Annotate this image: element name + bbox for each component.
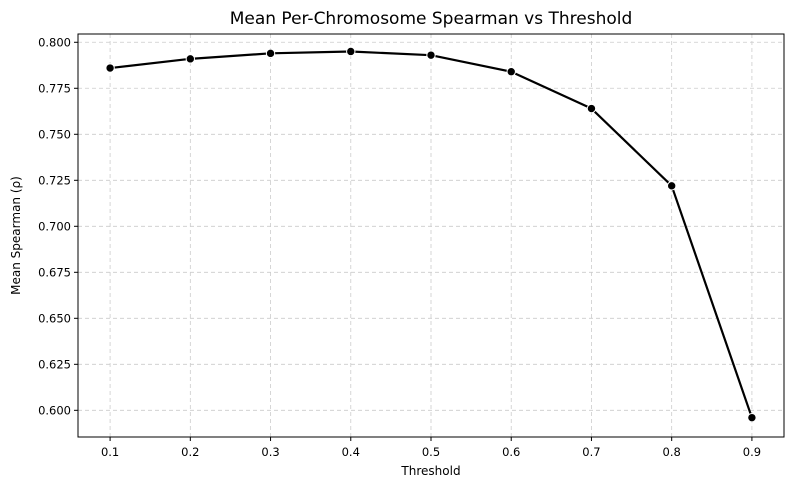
y-tick-label: 0.675	[38, 265, 71, 279]
data-point	[105, 63, 115, 73]
x-tick-label: 0.6	[502, 445, 520, 459]
x-tick-label: 0.7	[582, 445, 600, 459]
y-axis-label: Mean Spearman (ρ)	[9, 176, 23, 295]
x-tick-label: 0.1	[101, 445, 119, 459]
data-point	[426, 50, 436, 60]
x-tick-label: 0.4	[342, 445, 360, 459]
y-tick-label: 0.725	[38, 173, 71, 187]
data-point	[346, 46, 356, 57]
x-axis-label: Threshold	[400, 464, 460, 478]
grid	[78, 34, 784, 437]
y-tick-label: 0.625	[38, 357, 71, 371]
x-tick-label: 0.2	[181, 445, 199, 459]
data-point	[586, 103, 597, 114]
data-point	[747, 412, 757, 423]
data-point	[666, 181, 677, 191]
y-tick-label: 0.700	[38, 219, 71, 233]
x-tick-label: 0.9	[743, 445, 761, 459]
x-axis-ticks: 0.1 0.2 0.3 0.4 0.5 0.6 0.7 0.8 0.9	[101, 437, 761, 459]
data-point	[265, 48, 276, 59]
x-tick-label: 0.3	[261, 445, 279, 459]
y-tick-label: 0.775	[38, 81, 71, 95]
data-point	[506, 67, 516, 77]
chart-title: Mean Per-Chromosome Spearman vs Threshol…	[230, 9, 633, 29]
plot-frame	[77, 33, 785, 438]
y-tick-label: 0.800	[38, 35, 71, 49]
series-line	[105, 46, 757, 423]
x-tick-label: 0.5	[422, 445, 440, 459]
y-tick-label: 0.600	[38, 403, 71, 417]
y-tick-label: 0.750	[38, 127, 71, 141]
y-axis-ticks: 0.600 0.625 0.650 0.675 0.700 0.725 0.750 0.775…	[38, 35, 78, 417]
y-tick-label: 0.650	[38, 311, 71, 325]
x-tick-label: 0.8	[663, 445, 681, 459]
data-point	[185, 54, 196, 64]
